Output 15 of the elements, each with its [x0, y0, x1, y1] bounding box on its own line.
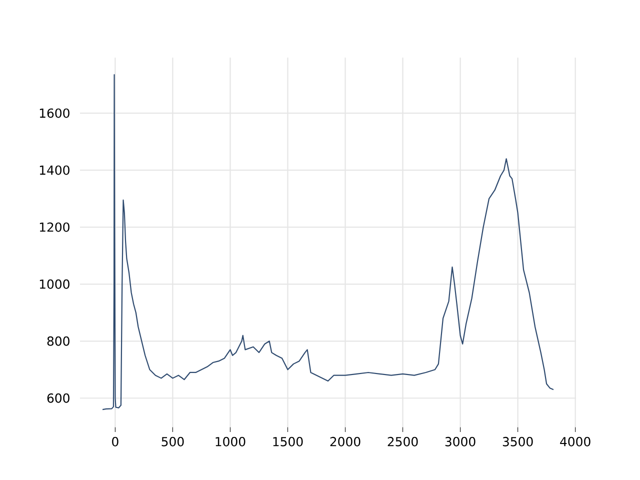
- y-tick-label: 800: [47, 336, 70, 346]
- y-tick-label: 600: [47, 393, 70, 403]
- x-tick-label: 1500: [273, 436, 303, 446]
- x-tick-label: 4000: [560, 436, 590, 446]
- x-tick-label: 3000: [445, 436, 476, 446]
- y-tick-label: 1200: [40, 222, 70, 232]
- x-tick-label: 3500: [502, 436, 533, 446]
- y-tick-label: 1600: [40, 108, 70, 118]
- x-tick-label: 0: [112, 436, 118, 446]
- x-tick-label: 2000: [330, 436, 360, 446]
- y-tick-label: 1400: [40, 165, 70, 175]
- y-tick-label: 1000: [40, 279, 70, 289]
- x-tick-label: 2500: [388, 436, 418, 446]
- x-tick-label: 500: [162, 436, 184, 446]
- x-tick-label: 1000: [216, 436, 246, 446]
